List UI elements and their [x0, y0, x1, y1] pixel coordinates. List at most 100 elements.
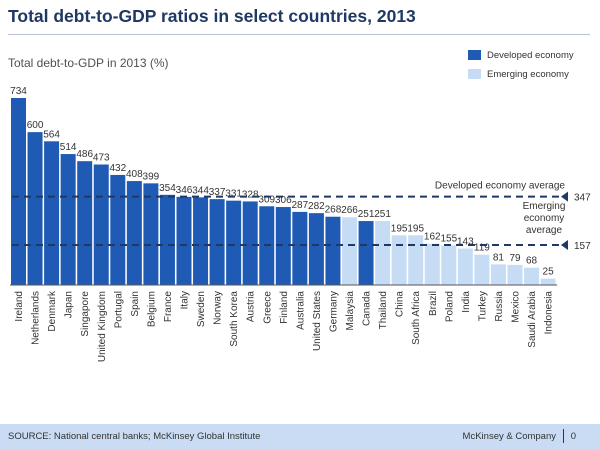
legend-emerging: Emerging economy [468, 68, 569, 80]
legend-emerging-label: Emerging economy [487, 68, 569, 80]
bar-denmark [44, 141, 60, 285]
bar-spain [126, 181, 142, 285]
bar-china [391, 235, 407, 285]
value-label: 734 [10, 86, 27, 97]
legend-emerging-swatch [468, 69, 481, 79]
bar-netherlands [27, 132, 43, 285]
bar-united-kingdom [93, 164, 109, 285]
developed-average-marker [561, 191, 568, 202]
category-label: Russia [494, 291, 505, 322]
value-label: 25 [543, 267, 555, 278]
category-label: Japan [64, 291, 75, 318]
value-label: 514 [60, 142, 77, 153]
bar-japan [60, 154, 76, 285]
value-label: 328 [242, 189, 259, 200]
value-label: 564 [43, 129, 60, 140]
emerging-average-label-line: economy [524, 213, 565, 224]
category-label: Mexico [511, 291, 522, 323]
bar-saudi-arabia [524, 267, 540, 285]
bar-norway [209, 199, 225, 285]
category-label: Thailand [378, 291, 389, 329]
category-label: Australia [295, 291, 306, 330]
value-label: 251 [358, 209, 375, 220]
value-label: 119 [474, 243, 490, 254]
category-label: Portugal [113, 291, 124, 328]
legend-developed-swatch [468, 50, 481, 60]
value-label: 162 [424, 232, 441, 243]
category-label: Poland [444, 291, 455, 322]
category-label: Turkey [477, 291, 488, 321]
category-label: Indonesia [544, 291, 555, 335]
category-label: Belgium [146, 291, 157, 327]
value-label: 432 [109, 163, 126, 174]
category-label: India [461, 291, 472, 313]
category-label: Brazil [428, 291, 439, 316]
category-label: Greece [262, 291, 273, 324]
category-label: Netherlands [31, 291, 42, 345]
value-label: 309 [258, 194, 275, 205]
value-label: 486 [76, 149, 93, 160]
bar-chart: 734 Ireland 600 Netherlands 564 Denmark 514 Jap… [10, 86, 591, 362]
legend-developed: Developed economy [468, 49, 574, 61]
bar-turkey [474, 254, 490, 285]
chart-title: Total debt-to-GDP ratios in select count… [8, 6, 416, 26]
bar-south-korea [226, 200, 242, 285]
value-label: 354 [159, 183, 176, 194]
brand-label: McKinsey & Company [462, 431, 556, 442]
category-label: Finland [279, 291, 290, 324]
category-label: Sweden [196, 291, 207, 327]
category-label: Denmark [47, 290, 58, 332]
value-label: 346 [176, 185, 193, 196]
bar-thailand [375, 221, 391, 285]
bar-australia [292, 211, 308, 285]
value-label: 81 [493, 252, 505, 263]
category-label: France [163, 291, 174, 323]
developed-average-value: 347 [574, 193, 591, 204]
category-label: Italy [180, 291, 191, 309]
category-label: South Africa [411, 291, 422, 345]
value-label: 287 [292, 200, 309, 211]
bar-france [159, 194, 175, 285]
bar-mexico [507, 264, 523, 285]
bar-germany [325, 216, 341, 285]
page-number: 0 [570, 431, 576, 442]
bar-canada [358, 221, 374, 285]
bar-sweden [193, 197, 209, 285]
bar-finland [275, 207, 291, 285]
bar-united-states [308, 213, 324, 285]
source-note: SOURCE: National central banks; McKinsey… [8, 431, 261, 442]
category-label: Saudi Arabia [527, 291, 538, 348]
bar-singapore [77, 161, 93, 285]
category-label: Norway [213, 291, 224, 325]
legend-developed-label: Developed economy [487, 49, 574, 61]
value-label: 344 [192, 185, 209, 196]
value-label: 306 [275, 195, 292, 206]
category-label: United Kingdom [97, 291, 108, 362]
emerging-average-marker [561, 240, 568, 251]
category-label: Canada [362, 291, 373, 326]
bar-belgium [143, 183, 159, 285]
category-label: Singapore [80, 291, 91, 337]
value-label: 399 [143, 171, 160, 182]
chart-subtitle: Total debt-to-GDP in 2013 (%) [8, 56, 169, 70]
value-label: 600 [27, 120, 44, 131]
footer-divider [563, 429, 564, 443]
value-label: 282 [308, 201, 325, 212]
value-label: 195 [407, 223, 424, 234]
value-label: 268 [325, 205, 342, 216]
bar-austria [242, 201, 258, 285]
bar-brazil [424, 243, 440, 285]
value-label: 408 [126, 169, 143, 180]
value-label: 251 [374, 209, 391, 220]
bar-malaysia [342, 217, 357, 285]
category-label: United States [312, 291, 323, 351]
value-label: 195 [391, 223, 408, 234]
bar-italy [176, 196, 192, 285]
bar-india [457, 248, 473, 285]
value-label: 68 [526, 256, 538, 267]
value-label: 331 [225, 189, 242, 200]
developed-average-label: Developed economy average [435, 181, 566, 192]
footer-bar: SOURCE: National central banks; McKinsey… [0, 424, 600, 450]
value-label: 79 [509, 253, 521, 264]
category-label: Spain [130, 291, 141, 317]
